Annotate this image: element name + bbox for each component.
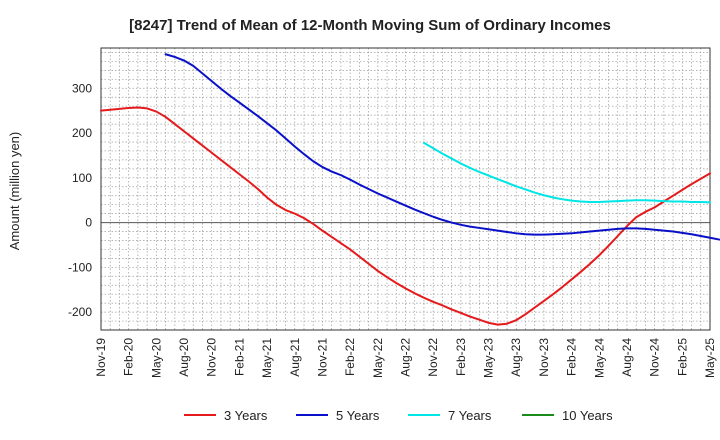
legend-label: 5 Years bbox=[336, 408, 380, 423]
plot-area bbox=[100, 47, 720, 331]
x-tick-label: May-23 bbox=[482, 338, 496, 378]
x-tick-label: Nov-22 bbox=[426, 338, 440, 377]
plot-frame bbox=[100, 47, 711, 331]
x-tick-label: Aug-20 bbox=[177, 338, 191, 377]
x-tick-label: Feb-22 bbox=[343, 338, 357, 376]
series-line-3-years bbox=[100, 106, 711, 326]
x-tick-label: Nov-24 bbox=[648, 338, 662, 377]
x-tick-label: May-22 bbox=[371, 338, 385, 378]
legend-label: 10 Years bbox=[562, 408, 613, 423]
chart-title: [8247] Trend of Mean of 12-Month Moving … bbox=[129, 17, 611, 34]
x-tick-label: Aug-21 bbox=[288, 338, 302, 377]
x-tick-label: Nov-19 bbox=[94, 338, 108, 377]
x-tick-label: Nov-21 bbox=[315, 338, 329, 377]
legend-label: 3 Years bbox=[224, 408, 268, 423]
x-tick-label: Feb-20 bbox=[122, 338, 136, 376]
x-tick-label: Feb-23 bbox=[454, 338, 468, 376]
series-line-7-years bbox=[422, 141, 711, 204]
y-tick-label: 300 bbox=[72, 81, 92, 95]
y-tick-label: 200 bbox=[72, 126, 92, 140]
y-tick-label: 0 bbox=[85, 216, 92, 230]
x-tick-label: May-20 bbox=[149, 338, 163, 378]
legend: 3 Years 5 Years 7 Years 10 Years bbox=[184, 408, 613, 423]
x-tick-label: May-25 bbox=[703, 338, 717, 378]
x-tick-label: Feb-25 bbox=[675, 338, 689, 376]
y-axis-ticks: -200 -100 0 100 200 300 bbox=[68, 81, 92, 319]
x-tick-label: Nov-23 bbox=[537, 338, 551, 377]
gridlines bbox=[100, 48, 711, 331]
x-tick-label: Aug-23 bbox=[509, 338, 523, 377]
x-tick-label: Aug-24 bbox=[620, 338, 634, 377]
legend-label: 7 Years bbox=[448, 408, 492, 423]
y-tick-label: -200 bbox=[68, 305, 92, 319]
x-tick-label: Feb-21 bbox=[232, 338, 246, 376]
x-tick-label: Nov-20 bbox=[205, 338, 219, 377]
x-axis-ticks: Nov-19 Feb-20 May-20 Aug-20 Nov-20 Feb-21 May-… bbox=[94, 338, 717, 378]
series-line-5-years bbox=[164, 53, 720, 241]
x-tick-label: May-24 bbox=[592, 338, 606, 378]
x-tick-label: May-21 bbox=[260, 338, 274, 378]
y-axis-label: Amount (million yen) bbox=[7, 132, 22, 251]
y-tick-label: 100 bbox=[72, 171, 92, 185]
x-tick-label: Feb-24 bbox=[565, 338, 579, 376]
y-tick-label: -100 bbox=[68, 260, 92, 274]
series-layer bbox=[100, 53, 720, 326]
x-tick-label: Aug-22 bbox=[399, 338, 413, 377]
